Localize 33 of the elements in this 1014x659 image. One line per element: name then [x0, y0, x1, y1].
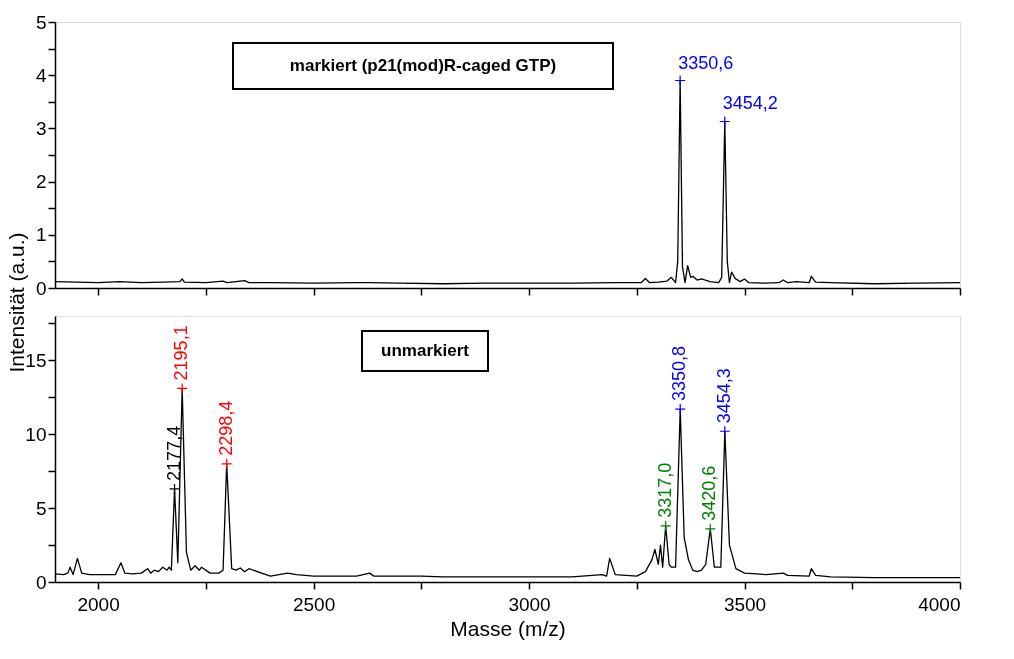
y-tick-label: 4: [35, 64, 47, 86]
y-tick-label: 2: [35, 171, 47, 193]
y-tick-label: 5: [35, 497, 47, 519]
annotation: 3420,6: [699, 465, 720, 521]
annotation: 3350,6: [678, 52, 734, 73]
y-tick-label: 10: [25, 423, 47, 445]
annotation: 3350,8: [669, 346, 690, 402]
point: [719, 425, 731, 437]
annotation: 3454,2: [722, 93, 778, 114]
y-tick-label: 1: [35, 224, 47, 246]
annotation: 2195,1: [171, 325, 192, 381]
y-tick-label: 0: [35, 277, 47, 299]
annotation: 2298,4: [215, 400, 236, 456]
x-tick-label: 2000: [77, 593, 120, 615]
y-tick-label: 15: [25, 349, 47, 371]
x-tick-label: 2500: [292, 593, 336, 615]
x-axis-title: Masse (m/z): [450, 616, 566, 640]
point: [704, 523, 716, 535]
annotation: 3454,3: [713, 368, 734, 424]
point: [660, 520, 672, 532]
y-tick-label: 3: [35, 117, 47, 139]
x-tick-label: 3500: [723, 593, 767, 615]
x-tick-label: 4000: [918, 593, 961, 615]
point: [176, 382, 188, 395]
annotation: unmarkiert: [381, 341, 470, 360]
annotation: markiert (p21(mod)R-caged GTP): [289, 56, 557, 75]
x-tick-label: 3000: [508, 593, 551, 615]
annotation: 2177,4: [163, 425, 184, 481]
point: [221, 458, 233, 470]
annotation: 3317,0: [654, 462, 675, 518]
y-tick-label: 5: [35, 11, 47, 33]
y-tick-label: 0: [35, 571, 47, 593]
point: [674, 403, 686, 415]
